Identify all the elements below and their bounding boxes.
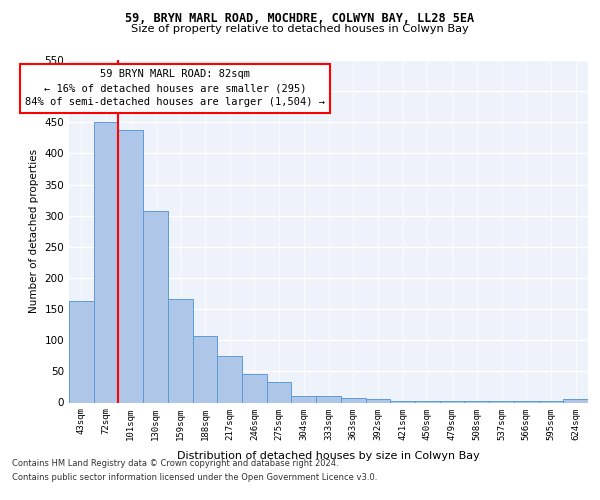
- Bar: [292, 396, 316, 402]
- Bar: [267, 382, 292, 402]
- Bar: [365, 400, 390, 402]
- Bar: [316, 396, 341, 402]
- Bar: [69, 301, 94, 402]
- Bar: [563, 400, 588, 402]
- Text: 59, BRYN MARL ROAD, MOCHDRE, COLWYN BAY, LL28 5EA: 59, BRYN MARL ROAD, MOCHDRE, COLWYN BAY,…: [125, 12, 475, 25]
- X-axis label: Distribution of detached houses by size in Colwyn Bay: Distribution of detached houses by size …: [177, 450, 480, 460]
- Text: Contains HM Land Registry data © Crown copyright and database right 2024.: Contains HM Land Registry data © Crown c…: [12, 459, 338, 468]
- Y-axis label: Number of detached properties: Number of detached properties: [29, 149, 39, 314]
- Bar: [193, 336, 217, 402]
- Bar: [217, 356, 242, 403]
- Bar: [242, 374, 267, 402]
- Bar: [168, 298, 193, 403]
- Bar: [118, 130, 143, 402]
- Bar: [143, 212, 168, 402]
- Bar: [94, 122, 118, 402]
- Text: Size of property relative to detached houses in Colwyn Bay: Size of property relative to detached ho…: [131, 24, 469, 34]
- Bar: [341, 398, 365, 402]
- Text: 59 BRYN MARL ROAD: 82sqm
← 16% of detached houses are smaller (295)
84% of semi-: 59 BRYN MARL ROAD: 82sqm ← 16% of detach…: [25, 70, 325, 108]
- Text: Contains public sector information licensed under the Open Government Licence v3: Contains public sector information licen…: [12, 472, 377, 482]
